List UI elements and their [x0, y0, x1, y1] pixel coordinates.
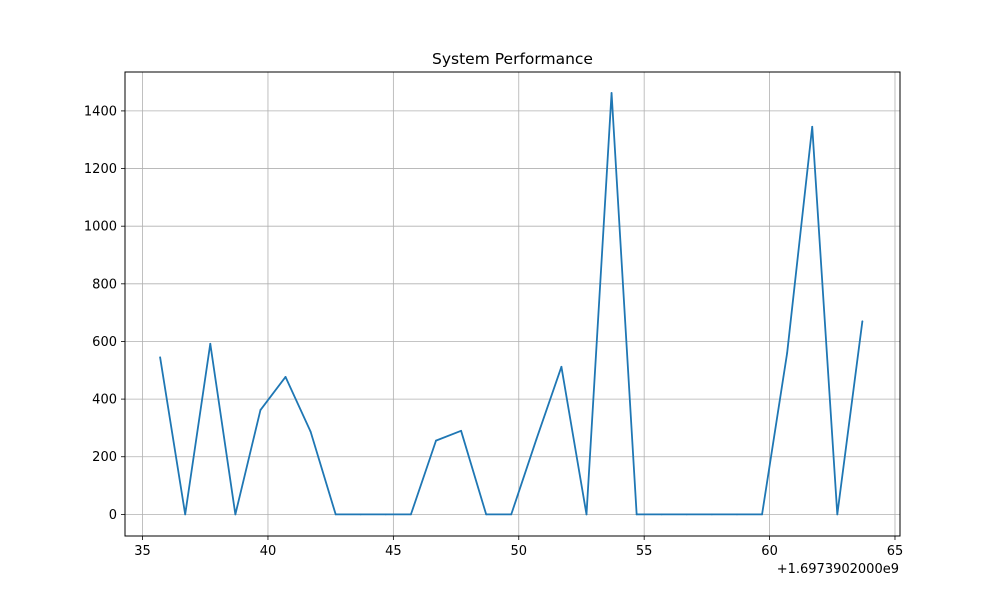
data-point [410, 513, 412, 516]
data-point [761, 513, 763, 516]
y-tick-label: 200 [92, 450, 117, 465]
y-tick-label: 1200 [84, 162, 117, 177]
data-point [259, 409, 262, 411]
data-point [610, 92, 613, 94]
x-tick-label: 55 [636, 544, 653, 559]
data-point [560, 365, 563, 368]
data-point [234, 513, 237, 516]
data-point [535, 438, 538, 441]
x-tick-label: 40 [260, 544, 277, 559]
y-tick-label: 400 [92, 393, 117, 408]
data-point [284, 376, 287, 378]
plot-frame [124, 71, 901, 537]
x-tick-label: 45 [385, 544, 402, 559]
data-point [359, 513, 362, 516]
y-tick-label: 1400 [84, 104, 117, 119]
data-point [209, 342, 212, 345]
data-point [485, 513, 488, 516]
data-point [585, 513, 588, 516]
data-point [184, 513, 187, 516]
data-point [510, 513, 513, 516]
data-point [334, 513, 337, 516]
data-point [811, 125, 814, 128]
data-point [384, 513, 387, 516]
x-tick-label: 35 [134, 544, 151, 559]
data-point [460, 429, 462, 432]
data-point [710, 513, 713, 516]
data-point [836, 513, 839, 516]
data-point [736, 513, 738, 516]
series-layer [159, 92, 864, 516]
x-offset-label: +1.6973902000e9 [777, 562, 899, 577]
y-tick-label: 600 [92, 335, 117, 350]
ticks: 35 40 45 50 55 60 65 0 200 400 600 800 1000 1200 1400 [84, 104, 903, 559]
y-tick-label: 800 [92, 277, 117, 292]
x-tick-label: 65 [887, 544, 904, 559]
grid [125, 72, 900, 536]
x-tick-label: 50 [510, 544, 527, 559]
data-point [159, 356, 162, 359]
y-tick-label: 1000 [84, 220, 117, 235]
y-tick-label: 0 [109, 508, 117, 523]
data-point [861, 320, 864, 323]
data-point [309, 430, 312, 433]
chart-title: System Performance [432, 50, 593, 68]
data-point [660, 513, 663, 516]
data-point [435, 439, 437, 442]
data-point [685, 513, 688, 516]
data-point [635, 513, 638, 516]
data-point [786, 352, 789, 354]
x-tick-label: 60 [761, 544, 778, 559]
